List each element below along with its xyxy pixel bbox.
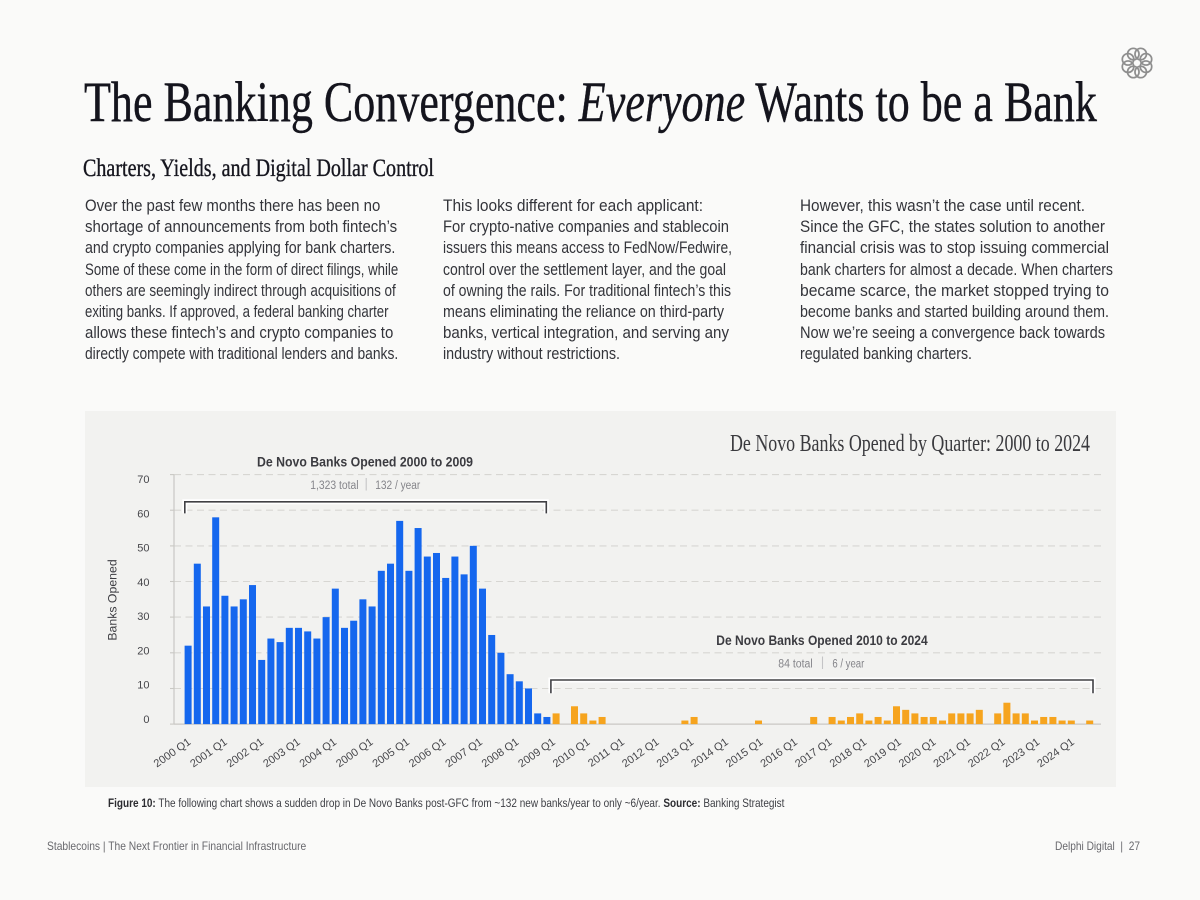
svg-text:2011 Q1: 2011 Q1 <box>586 736 627 770</box>
svg-text:2001 Q1: 2001 Q1 <box>188 736 229 770</box>
svg-text:2009 Q1: 2009 Q1 <box>516 736 557 770</box>
svg-text:2010 Q1: 2010 Q1 <box>551 736 592 770</box>
svg-text:2021 Q1: 2021 Q1 <box>931 736 972 770</box>
svg-text:50: 50 <box>137 543 149 555</box>
svg-text:De Novo Banks Opened by Quarte: De Novo Banks Opened by Quarter: 2000 to… <box>730 431 1090 457</box>
svg-text:2003 Q1: 2003 Q1 <box>261 736 302 770</box>
svg-text:2005 Q1: 2005 Q1 <box>370 736 411 770</box>
svg-text:2020 Q1: 2020 Q1 <box>897 736 938 770</box>
svg-text:10: 10 <box>137 680 149 692</box>
svg-text:60: 60 <box>137 508 149 520</box>
svg-text:2000 Q1: 2000 Q1 <box>152 736 193 770</box>
svg-text:De Novo Banks Opened 2010 to 2: De Novo Banks Opened 2010 to 2024 <box>716 632 928 648</box>
svg-text:Banks Opened: Banks Opened <box>106 559 120 641</box>
svg-text:2024 Q1: 2024 Q1 <box>1035 736 1076 770</box>
svg-text:2000 Q1: 2000 Q1 <box>334 736 375 770</box>
svg-text:84 total: 84 total <box>778 659 812 671</box>
svg-text:2016 Q1: 2016 Q1 <box>758 736 799 770</box>
svg-text:132 / year: 132 / year <box>375 480 420 492</box>
svg-text:2004 Q1: 2004 Q1 <box>298 736 339 770</box>
svg-text:40: 40 <box>137 577 149 589</box>
svg-text:2002 Q1: 2002 Q1 <box>225 736 266 770</box>
svg-text:2018 Q1: 2018 Q1 <box>828 736 869 770</box>
svg-text:2012 Q1: 2012 Q1 <box>620 736 661 770</box>
svg-text:2013 Q1: 2013 Q1 <box>655 736 696 770</box>
svg-text:1,323 total: 1,323 total <box>310 480 358 492</box>
svg-text:2022 Q1: 2022 Q1 <box>966 736 1007 770</box>
svg-text:2017 Q1: 2017 Q1 <box>793 736 834 770</box>
svg-text:20: 20 <box>137 645 149 657</box>
svg-text:0: 0 <box>143 714 149 726</box>
svg-text:6 / year: 6 / year <box>832 659 864 671</box>
svg-text:De Novo Banks Opened 2000 to 2: De Novo Banks Opened 2000 to 2009 <box>257 454 473 470</box>
svg-text:2023 Q1: 2023 Q1 <box>1001 736 1042 770</box>
svg-text:2006 Q1: 2006 Q1 <box>407 736 448 770</box>
svg-text:2019 Q1: 2019 Q1 <box>862 736 903 770</box>
svg-text:2015 Q1: 2015 Q1 <box>724 736 765 770</box>
svg-text:70: 70 <box>137 474 149 486</box>
svg-text:30: 30 <box>137 611 149 623</box>
svg-text:2008 Q1: 2008 Q1 <box>480 736 521 770</box>
svg-text:2014 Q1: 2014 Q1 <box>689 736 730 770</box>
svg-text:2007 Q1: 2007 Q1 <box>443 736 484 770</box>
